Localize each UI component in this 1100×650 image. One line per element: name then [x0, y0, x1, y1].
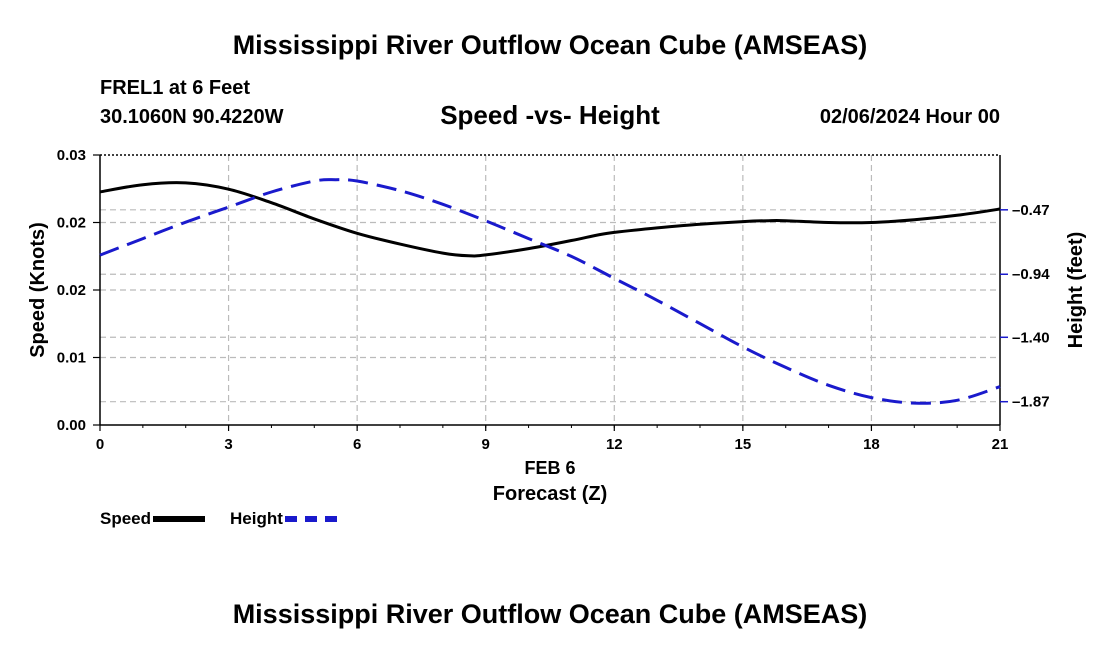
y-right-tick-label: –1.87: [1012, 394, 1050, 411]
y-right-tick-label: –1.40: [1012, 329, 1050, 346]
chart-subtitle: Speed -vs- Height: [440, 100, 660, 130]
y-left-tick-label: 0.02: [57, 215, 86, 232]
legend-speed: Speed: [100, 509, 206, 529]
footer-title: Mississippi River Outflow Ocean Cube (AM…: [232, 599, 868, 629]
y-left-tick-label: 0.03: [57, 147, 86, 164]
legend-speed-swatch: [153, 516, 206, 522]
y-left-tick-label: 0.02: [57, 282, 86, 299]
station-coordinates: 30.1060N 90.4220W: [100, 106, 284, 128]
legend-height-swatch: [284, 516, 337, 522]
series-height-line: [99, 178, 1001, 405]
y-right-tick-label: –0.47: [1012, 202, 1050, 219]
series-speed-line: [99, 181, 1001, 258]
x-axis-title: Forecast (Z): [493, 483, 607, 505]
x-tick-label: 18: [863, 436, 880, 453]
y-axis-left-title: Speed (Knots): [27, 222, 49, 358]
legend-speed-label: Speed: [100, 509, 152, 528]
x-axis-date-label: FEB 6: [524, 458, 575, 478]
x-tick-label: 0: [96, 436, 104, 453]
y-left-tick-label: 0.01: [57, 350, 86, 367]
x-tick-label: 9: [482, 436, 490, 453]
x-tick-label: 3: [224, 436, 232, 453]
station-label: FREL1 at 6 Feet: [100, 77, 251, 99]
x-tick-label: 21: [992, 436, 1009, 453]
y-right-tick-label: –0.94: [1012, 266, 1050, 283]
legend-height-label: Height: [230, 509, 283, 528]
y-axis-right-title: Height (feet): [1065, 232, 1087, 349]
x-tick-label: 15: [735, 436, 752, 453]
y-left-tick-label: 0.00: [57, 417, 86, 434]
x-tick-label: 12: [606, 436, 623, 453]
legend-height: Height: [230, 509, 337, 529]
x-tick-label: 6: [353, 436, 361, 453]
forecast-datetime: 02/06/2024 Hour 00: [819, 106, 1000, 128]
chart-title: Mississippi River Outflow Ocean Cube (AM…: [232, 30, 868, 60]
